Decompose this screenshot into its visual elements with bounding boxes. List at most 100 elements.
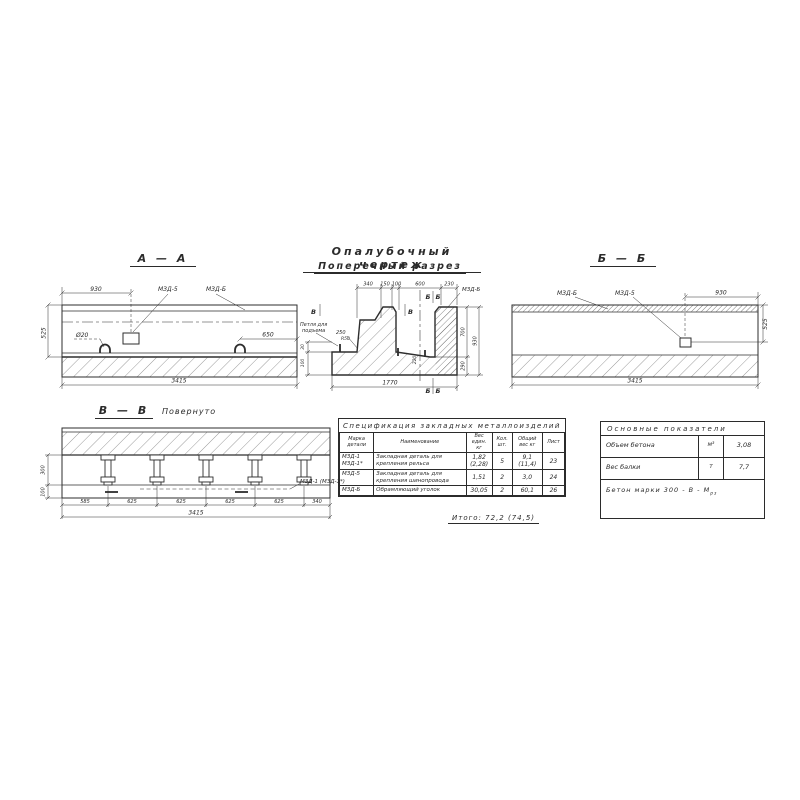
aa-dim-dia20: Ø20 <box>75 332 89 339</box>
post <box>296 454 312 486</box>
embed-pins <box>339 344 426 357</box>
vv-label-mzd1: МЗД-1 (МЗД-1*) <box>300 479 345 485</box>
cs-dim-600: 600 <box>415 282 425 288</box>
vv-dim-3415: 3415 <box>188 510 203 517</box>
spec-header-row: Марка детали Наименование Вес един. кг К… <box>338 431 566 454</box>
cs-dim-230: 230 <box>444 282 454 288</box>
vv-seg-585: 585 <box>80 499 90 505</box>
spec-mark-cell: МЗД-1 МЗД-1* <box>338 452 375 471</box>
cs-mark-v-left: В <box>311 308 316 316</box>
beam-outline-vv <box>61 427 331 499</box>
spec-total-weight-cell: 3,0 <box>511 469 543 487</box>
spec-total-weight-cell: 9,1 (11,4) <box>511 452 543 471</box>
spec-col-mark: Марка детали <box>338 431 375 454</box>
aa-dim-930: 930 <box>90 286 102 293</box>
spec-table-title: Спецификация закладных металлоизделий <box>343 422 561 430</box>
indicators-table: Основные показатели Объем бетона м³ 3,08… <box>600 421 765 519</box>
spec-row-1: МЗД-1 МЗД-1* Закладная деталь для крепле… <box>338 452 566 471</box>
cs-mark-v-right: В <box>408 308 413 316</box>
indicators-title: Основные показатели <box>601 422 764 436</box>
view-bb-drawing: МЗД-Б МЗД-5 930 525 3415 <box>509 290 769 389</box>
cs-mark-b-top-right: Б <box>436 293 441 301</box>
beam-outline-aa <box>61 304 298 378</box>
lifting-hooks-aa <box>99 343 246 353</box>
aa-dim-525: 525 <box>41 327 48 339</box>
spec-unit-weight-cell: 30,05 <box>465 485 493 497</box>
post <box>247 454 263 486</box>
concrete-hatch-bb <box>512 355 758 377</box>
bb-dim-3415: 3415 <box>627 378 642 385</box>
spec-qty-cell: 2 <box>491 485 513 497</box>
vv-seg-625a: 625 <box>127 499 137 505</box>
spec-unit-weight-cell: 1,51 <box>465 469 493 487</box>
spec-sheet-cell: 23 <box>541 452 566 471</box>
cs-dim-30: 30 <box>300 344 306 350</box>
cs-dim-930: 930 <box>473 336 479 346</box>
cs-dim-100: 100 <box>392 282 402 288</box>
mark-line1: МЗД-1 <box>342 454 361 461</box>
view-vv-rotated-note: Повернуто <box>162 407 217 416</box>
spec-row-2: МЗД-5 Закладная деталь для крепления шин… <box>338 469 566 487</box>
post <box>100 454 116 486</box>
embed-plate-mzd5-bb <box>679 337 692 348</box>
spec-total: Итого: 72,2 (74,5) <box>448 514 540 524</box>
view-vv-title: В — В <box>95 404 153 419</box>
spec-table: Спецификация закладных металлоизделий Ма… <box>338 418 566 498</box>
bb-label-mzd5: МЗД-5 <box>615 290 635 297</box>
dimension-lines-vv <box>45 452 333 520</box>
cs-mark-b-top-left: Б <box>426 293 431 301</box>
view-bb-title: Б — Б <box>590 252 656 267</box>
sheet-title-line2: Поперечный разрез <box>314 261 466 274</box>
vv-seg-625b: 625 <box>176 499 186 505</box>
sheet-title-line1: Опалубочный чертеж <box>303 245 481 273</box>
spec-name-cell: Обрамляющий уголок <box>373 485 467 497</box>
vv-seg-625c: 625 <box>225 499 235 505</box>
spec-total-weight-cell: 60,1 <box>511 485 543 497</box>
indicator-row-weight: Вес балки т 7,7 <box>601 458 764 480</box>
aa-dim-650: 650 <box>262 332 274 339</box>
cs-dim-700: 700 <box>461 327 467 337</box>
spec-sheet-cell: 26 <box>541 485 566 497</box>
aa-dim-3415: 3415 <box>171 378 186 385</box>
cs-loop-label-2: подъема <box>302 328 325 334</box>
embed-plate-mzd5-aa <box>122 332 140 345</box>
rail-fastening-posts <box>100 454 312 486</box>
dimension-lines-aa <box>45 287 300 389</box>
view-aa-drawing: 930 МЗД-5 МЗД-Б Ø20 650 525 3415 <box>41 286 300 389</box>
spec-name-cell: Закладная деталь для крепления рельса <box>373 452 467 471</box>
dimension-lines-bb <box>509 292 768 389</box>
view-vv-drawing: МЗД-1 (МЗД-1*) 300 100 585 625 625 625 6… <box>41 427 345 520</box>
spec-mark-cell: МЗД-5 <box>338 469 375 487</box>
cs-dim-150: 150 <box>380 282 390 288</box>
top-angle-strip-bb <box>512 305 758 312</box>
cross-section-drawing: 340 150 100 600 230 Б Б МЗД-Б В В Петля … <box>300 282 483 395</box>
post <box>149 454 165 486</box>
dimension-lines-cross <box>305 284 483 394</box>
cs-loop-label-1: Петля для <box>300 322 327 328</box>
vv-seg-625d: 625 <box>274 499 284 505</box>
cs-dim-250: 250 <box>336 330 346 336</box>
concrete-hatch-vv <box>62 432 330 455</box>
vv-dim-100: 100 <box>41 487 47 497</box>
indicator-name: Объем бетона <box>606 441 655 449</box>
spec-col-unit-weight: Вес един. кг <box>465 431 493 454</box>
indicator-unit: м³ <box>698 436 724 457</box>
spec-col-total-weight: Общий вес кг <box>511 431 543 454</box>
cs-dim-290: 290 <box>461 361 467 371</box>
spec-qty-cell: 5 <box>491 452 513 471</box>
spec-unit-weight-cell: 1,82 (2,28) <box>465 452 493 471</box>
cs-label-mzdb: МЗД-Б <box>462 287 481 293</box>
mark-line2: МЗД-1* <box>342 461 363 468</box>
spec-sheet-cell: 24 <box>541 469 566 487</box>
cs-dim-r50: R50 <box>341 336 350 342</box>
edge-angle-hatch <box>435 307 457 375</box>
spec-table-grid: Марка детали Наименование Вес един. кг К… <box>338 431 566 497</box>
vv-seg-340: 340 <box>312 499 322 505</box>
vv-dim-300: 300 <box>41 465 47 475</box>
indicator-unit: т <box>698 458 724 479</box>
bb-dim-525: 525 <box>762 318 769 330</box>
cs-dim-1770: 1770 <box>382 380 397 387</box>
beam-outline-bb <box>511 304 759 378</box>
spec-col-sheet: Лист <box>541 431 566 454</box>
